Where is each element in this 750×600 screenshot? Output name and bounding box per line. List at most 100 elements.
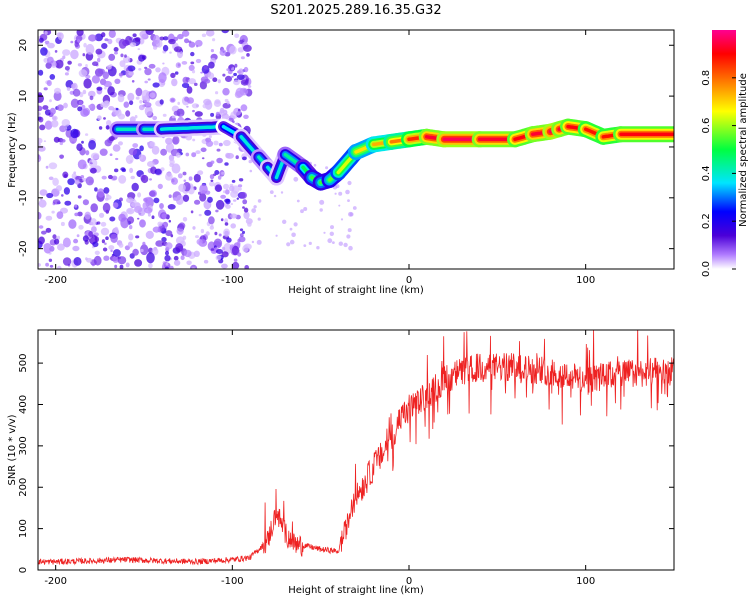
- noise-speck: [257, 217, 261, 221]
- noise-speck: [38, 93, 44, 103]
- noise-speck: [70, 128, 79, 139]
- noise-speck: [319, 208, 323, 212]
- x-tick-label: 100: [576, 576, 595, 587]
- noise-speck: [138, 154, 144, 160]
- spectrogram-frame: [37, 29, 675, 270]
- noise-speck: [62, 257, 72, 266]
- noise-speck: [213, 100, 222, 107]
- noise-speck: [246, 53, 250, 57]
- noise-speck: [76, 143, 83, 151]
- noise-speck: [105, 236, 109, 240]
- noise-speck: [160, 167, 165, 172]
- noise-speck: [171, 163, 181, 174]
- noise-speck: [158, 72, 167, 83]
- noise-speck: [97, 68, 105, 75]
- noise-speck: [155, 67, 161, 73]
- noise-speck: [139, 248, 144, 253]
- noise-speck: [103, 187, 110, 194]
- noise-speck: [236, 74, 245, 80]
- noise-speck: [169, 51, 172, 54]
- noise-speck: [127, 92, 135, 102]
- noise-speck: [291, 232, 296, 238]
- noise-speck: [62, 237, 71, 248]
- noise-speck: [72, 245, 80, 252]
- noise-speck: [334, 192, 337, 195]
- noise-speck: [90, 152, 100, 160]
- noise-speck: [159, 36, 165, 41]
- noise-speck: [38, 116, 44, 123]
- noise-speck: [47, 42, 55, 49]
- noise-speck: [42, 105, 49, 110]
- noise-speck: [157, 183, 163, 190]
- noise-speck: [85, 43, 95, 55]
- noise-speck: [82, 53, 86, 57]
- noise-speck: [39, 124, 46, 131]
- noise-speck: [90, 167, 97, 174]
- noise-speck: [162, 36, 169, 41]
- ridge-segment: [159, 124, 226, 131]
- noise-speck: [85, 150, 90, 156]
- noise-speck: [338, 241, 343, 246]
- noise-speck: [45, 215, 53, 221]
- noise-speck: [180, 255, 185, 261]
- noise-speck: [347, 228, 352, 233]
- noise-speck: [230, 223, 236, 229]
- noise-speck: [92, 241, 99, 248]
- noise-speck: [45, 262, 49, 267]
- colorbar-tick-label: 0.0: [701, 261, 712, 277]
- noise-speck: [195, 150, 201, 155]
- noise-speck: [225, 204, 231, 209]
- noise-speck: [51, 210, 55, 214]
- noise-speck: [103, 117, 106, 120]
- noise-speck: [48, 176, 54, 181]
- noise-speck: [185, 152, 190, 157]
- noise-speck: [46, 80, 52, 87]
- noise-speck: [172, 136, 180, 145]
- noise-speck: [192, 226, 196, 230]
- y-tick-label: 0: [18, 567, 29, 573]
- noise-speck: [243, 66, 249, 73]
- noise-speck: [144, 207, 153, 214]
- noise-speck: [77, 195, 82, 199]
- noise-speck: [183, 179, 187, 182]
- noise-speck: [70, 49, 79, 60]
- noise-speck: [140, 219, 144, 224]
- noise-speck: [210, 248, 215, 251]
- noise-speck: [38, 142, 41, 147]
- noise-speck: [50, 119, 59, 128]
- noise-speck: [296, 199, 300, 203]
- noise-speck: [233, 199, 237, 202]
- noise-speck: [253, 205, 257, 209]
- noise-speck: [184, 38, 189, 44]
- noise-speck: [132, 33, 137, 38]
- noise-speck: [88, 158, 98, 168]
- noise-speck: [77, 106, 83, 112]
- spectrogram-x-axis: -200 -100 0 100: [44, 30, 595, 286]
- noise-speck: [108, 245, 115, 250]
- noise-speck: [118, 38, 127, 49]
- noise-speck: [134, 115, 138, 119]
- noise-speck: [229, 45, 237, 55]
- noise-speck: [221, 113, 229, 121]
- noise-speck: [149, 141, 156, 147]
- noise-speck: [157, 221, 163, 227]
- noise-speck: [123, 101, 130, 108]
- noise-speck: [325, 166, 329, 170]
- noise-speck: [239, 228, 244, 232]
- noise-speck: [135, 235, 140, 239]
- noise-speck: [173, 259, 181, 266]
- noise-speck: [152, 115, 158, 121]
- noise-speck: [39, 189, 48, 196]
- noise-speck: [142, 241, 146, 246]
- noise-speck: [99, 212, 105, 218]
- noise-speck: [73, 171, 77, 175]
- noise-speck: [238, 187, 242, 191]
- noise-speck: [90, 203, 98, 213]
- noise-speck: [160, 148, 168, 156]
- colorbar-tick-label: 0.4: [701, 165, 712, 181]
- noise-speck: [177, 33, 184, 40]
- noise-speck: [212, 77, 218, 82]
- noise-speck: [92, 61, 99, 66]
- noise-speck: [224, 222, 229, 226]
